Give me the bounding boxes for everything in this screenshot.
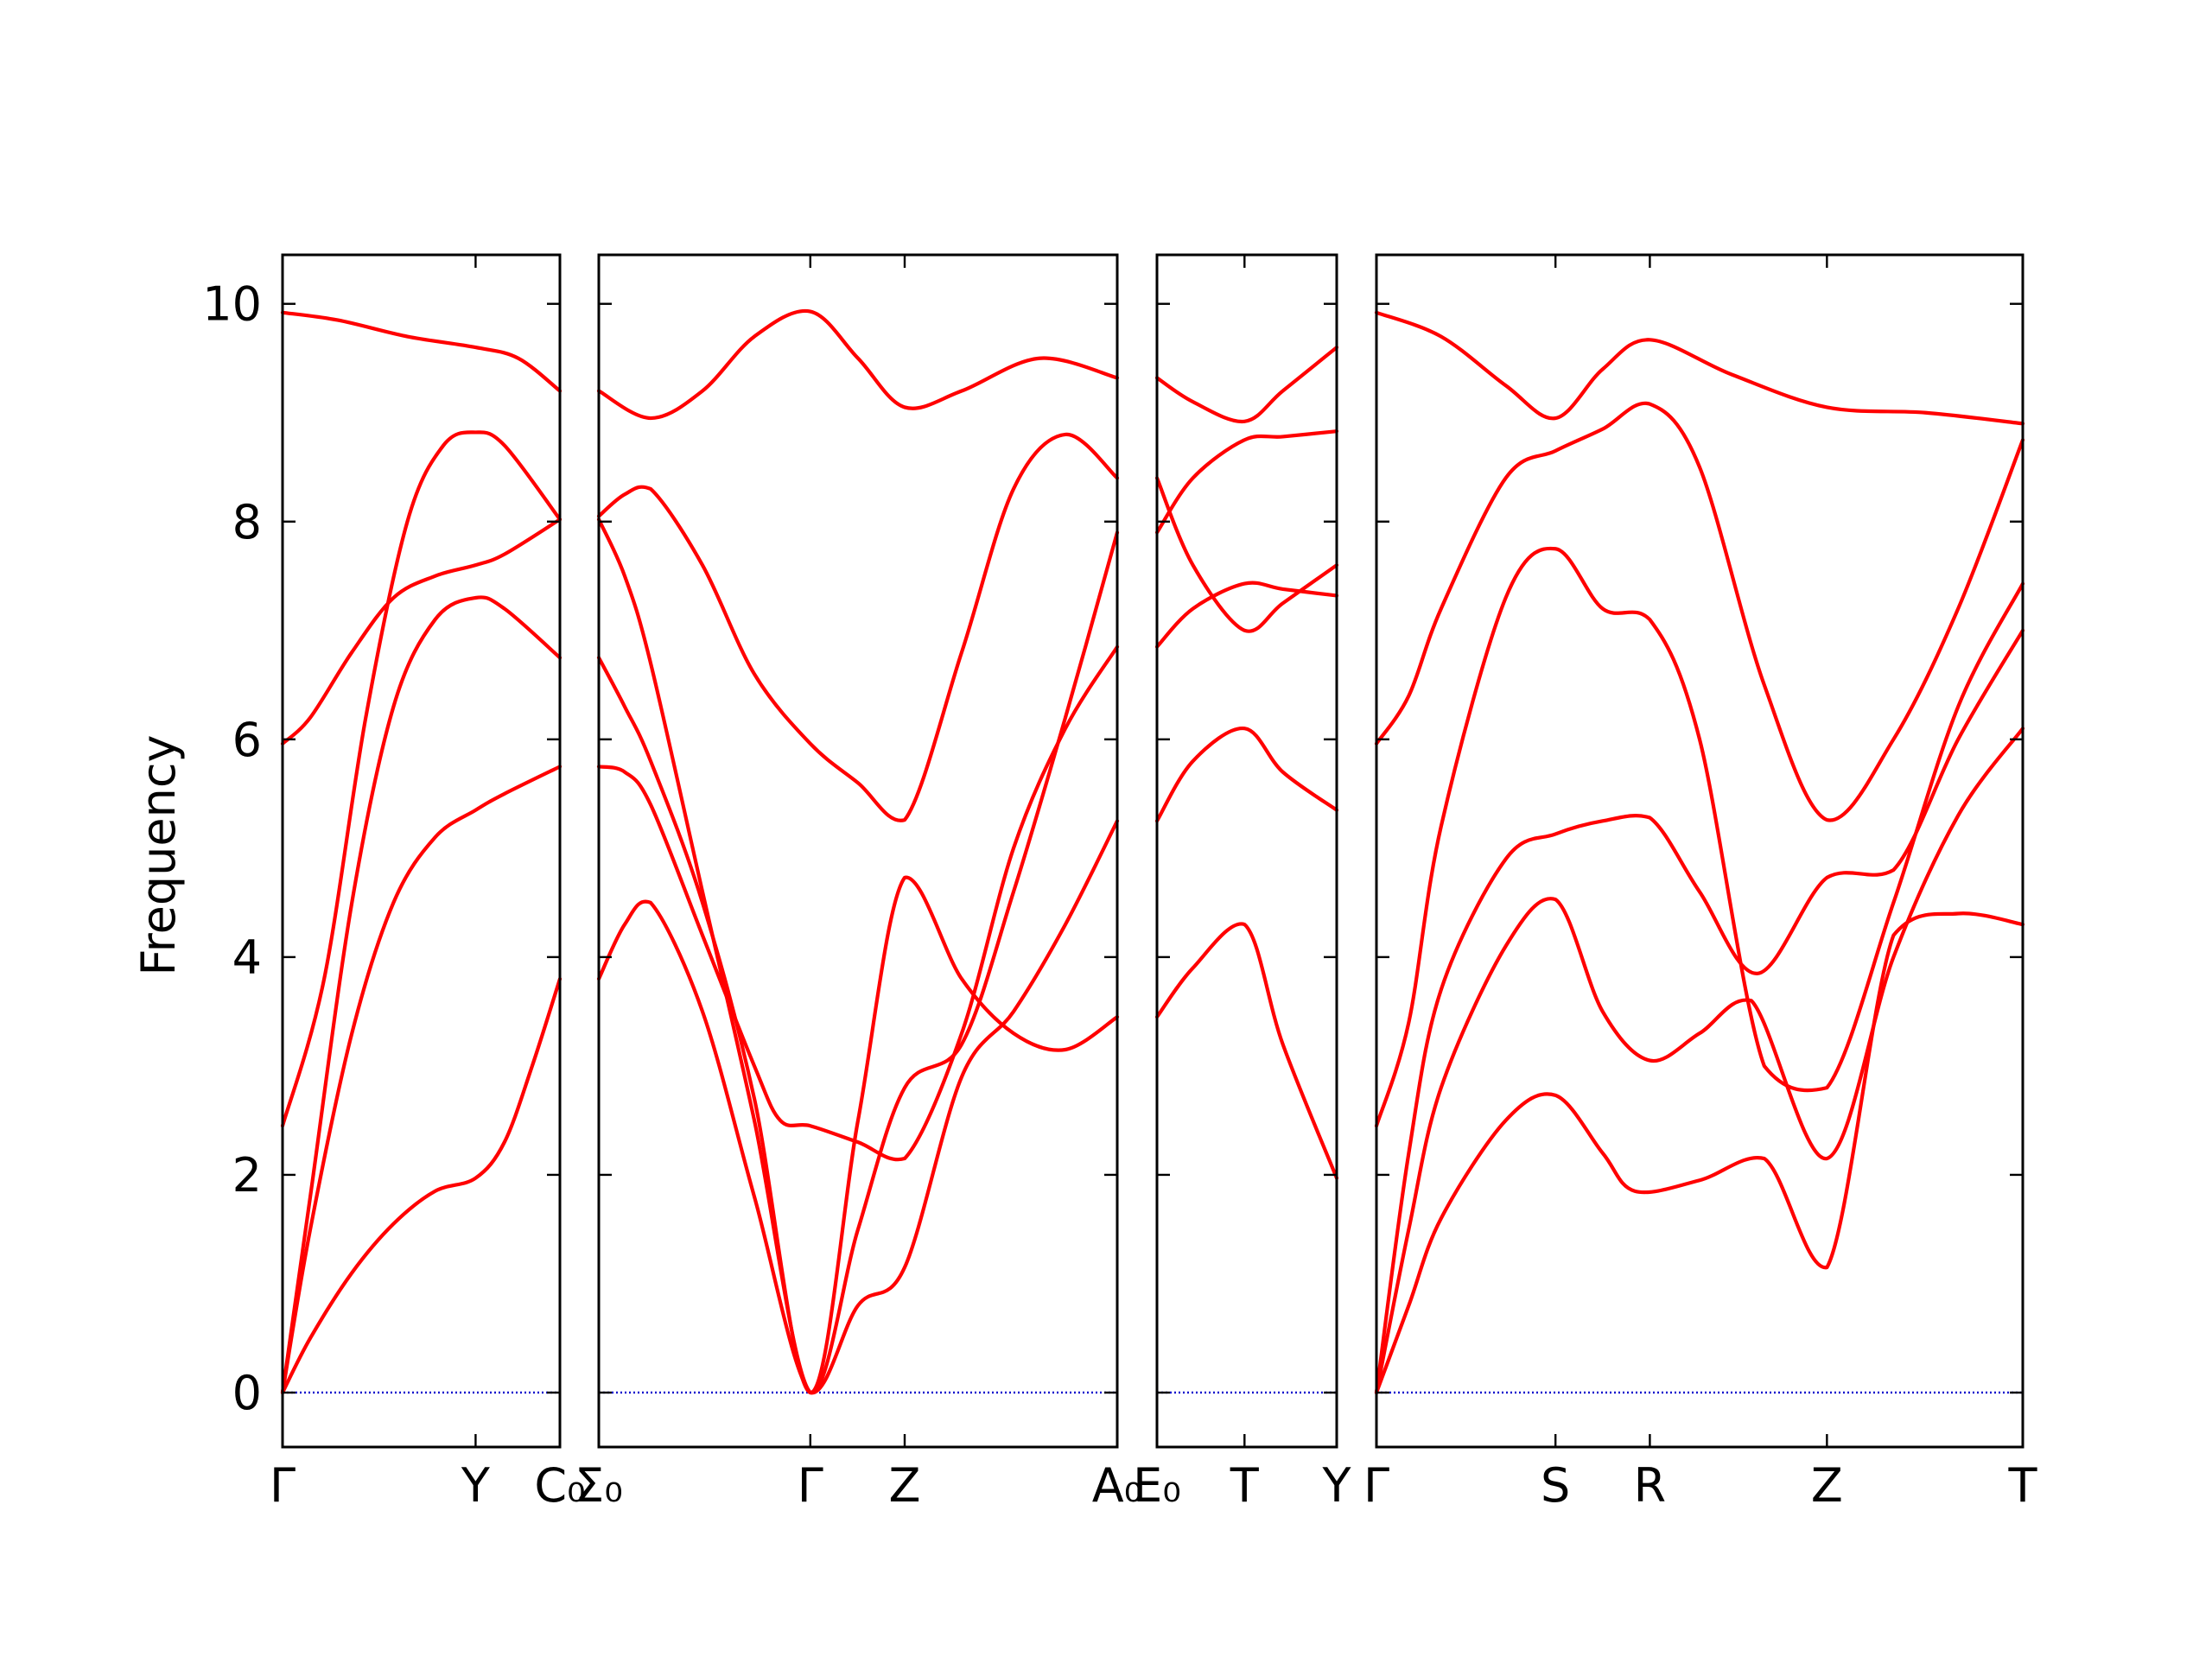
x-tick-label: A₀ <box>1092 1458 1143 1513</box>
band-line <box>1154 476 1339 633</box>
x-tick-label: Γ <box>270 1458 296 1513</box>
band-line <box>596 819 1120 1395</box>
y-axis-label: Frequency <box>131 735 186 976</box>
x-tick-label: Σ₀ <box>575 1458 623 1513</box>
x-tick-label: Z <box>1811 1458 1843 1513</box>
panel-frame <box>1375 253 2024 1449</box>
band-line <box>1374 727 2025 1395</box>
band-line <box>280 310 563 393</box>
y-tick-label: 8 <box>232 495 262 549</box>
panel-frame <box>597 253 1119 1449</box>
band-line <box>1154 429 1339 535</box>
x-tick-label: C₀ <box>534 1458 585 1513</box>
band-line <box>1154 922 1339 1180</box>
band-line <box>280 976 563 1395</box>
panel-frame <box>1155 253 1338 1449</box>
panel-2: Σ₀ Γ Z A₀ <box>575 253 1143 1513</box>
band-line <box>596 656 1120 1395</box>
band-line <box>1374 401 2025 822</box>
x-tick-label: S <box>1541 1458 1570 1513</box>
x-tick-label: Z <box>889 1458 921 1513</box>
band-line <box>1374 911 2025 1395</box>
band-line <box>1154 581 1339 649</box>
band-line <box>1154 346 1339 423</box>
x-tick-label: Y <box>461 1458 491 1513</box>
x-tick-label: R <box>1634 1458 1667 1513</box>
panel-frame <box>281 253 562 1449</box>
panel-3: E₀ T Y <box>1133 253 1352 1513</box>
band-line <box>280 595 563 1395</box>
band-line <box>596 432 1120 822</box>
band-line <box>1374 546 2025 1128</box>
x-tick-label: E₀ <box>1133 1458 1181 1513</box>
y-tick-label: 10 <box>202 277 262 332</box>
band-line <box>280 430 563 1128</box>
x-tick-label: Y <box>1322 1458 1352 1513</box>
band-line <box>596 308 1120 421</box>
y-tick-label: 6 <box>232 713 262 767</box>
y-tick-label: 0 <box>232 1366 262 1420</box>
band-line <box>1374 310 2025 426</box>
x-tick-label: Γ <box>798 1458 823 1513</box>
band-line <box>280 765 563 1395</box>
band-line <box>1154 727 1339 823</box>
band-line <box>596 644 1120 1162</box>
x-tick-label: T <box>2008 1458 2038 1513</box>
band-line <box>1374 628 2025 1395</box>
band-line <box>596 517 1120 1395</box>
y-tick-label: 2 <box>232 1148 262 1203</box>
x-tick-label: Γ <box>1363 1458 1389 1513</box>
y-tick-label: 4 <box>232 930 262 985</box>
x-tick-label: T <box>1230 1458 1260 1513</box>
band-line <box>280 517 563 746</box>
panel-1: Γ Y C₀ <box>270 253 586 1513</box>
